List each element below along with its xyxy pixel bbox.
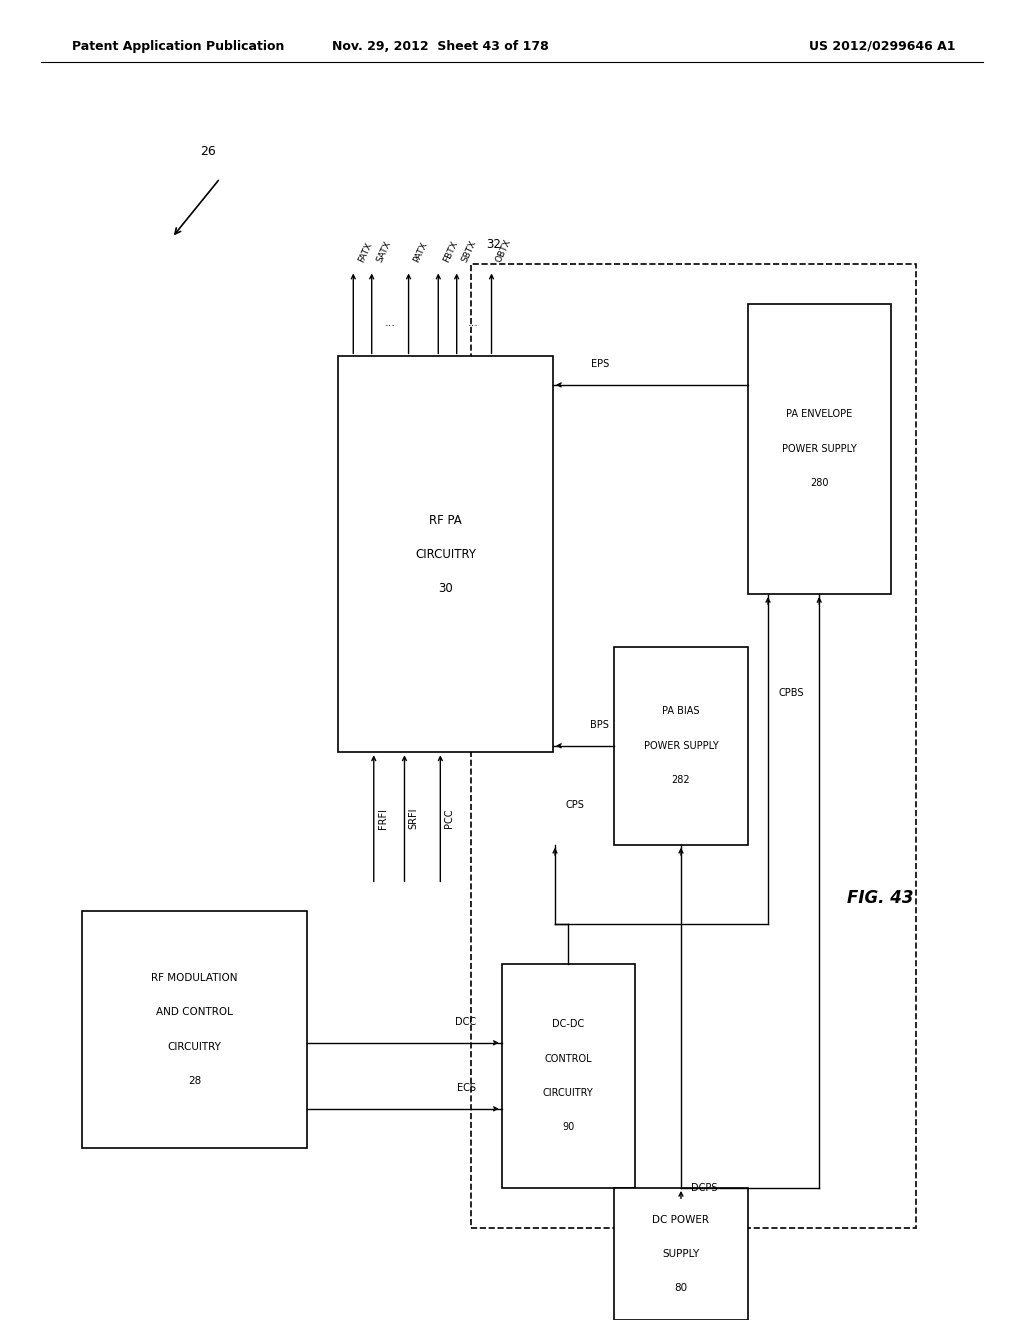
Bar (748, 304, 891, 594)
Text: 280: 280 (810, 478, 828, 488)
Text: CONTROL: CONTROL (545, 1053, 592, 1064)
Text: FBTX: FBTX (441, 239, 459, 264)
Text: CIRCUITRY: CIRCUITRY (543, 1088, 594, 1098)
Text: POWER SUPPLY: POWER SUPPLY (782, 444, 856, 454)
Text: 28: 28 (188, 1076, 201, 1086)
Text: PATX: PATX (412, 240, 429, 264)
Text: AND CONTROL: AND CONTROL (156, 1007, 233, 1018)
Text: CPBS: CPBS (778, 688, 804, 698)
Text: Patent Application Publication: Patent Application Publication (72, 40, 284, 53)
Text: SBTX: SBTX (460, 239, 478, 264)
Text: PA ENVELOPE: PA ENVELOPE (786, 409, 852, 420)
Text: Nov. 29, 2012  Sheet 43 of 178: Nov. 29, 2012 Sheet 43 of 178 (332, 40, 549, 53)
Text: 32: 32 (486, 238, 502, 251)
Text: 26: 26 (200, 145, 215, 158)
Text: 90: 90 (562, 1122, 574, 1133)
Text: EPS: EPS (591, 359, 609, 370)
Text: 80: 80 (675, 1283, 687, 1294)
Text: SUPPLY: SUPPLY (663, 1249, 699, 1259)
Bar (82, 911, 307, 1148)
Bar (502, 964, 635, 1188)
Text: OBTX: OBTX (495, 238, 513, 264)
Text: FIG. 43: FIG. 43 (848, 888, 913, 907)
Bar (471, 264, 916, 1228)
Bar (614, 647, 748, 845)
Bar (338, 356, 553, 752)
Text: BPS: BPS (591, 719, 609, 730)
Text: PA BIAS: PA BIAS (663, 706, 699, 717)
Text: ...: ... (385, 318, 395, 329)
Text: CIRCUITRY: CIRCUITRY (415, 548, 476, 561)
Text: PCC: PCC (444, 809, 455, 828)
Text: SRFI: SRFI (409, 808, 419, 829)
Text: CIRCUITRY: CIRCUITRY (168, 1041, 221, 1052)
Text: SATX: SATX (375, 239, 392, 264)
Text: RF PA: RF PA (429, 513, 462, 527)
Text: ...: ... (468, 318, 478, 329)
Bar (614, 1188, 748, 1320)
Text: CPS: CPS (565, 800, 584, 810)
Text: DCC: DCC (455, 1016, 476, 1027)
Text: 282: 282 (672, 775, 690, 785)
Text: FATX: FATX (356, 242, 374, 264)
Text: US 2012/0299646 A1: US 2012/0299646 A1 (809, 40, 955, 53)
Text: DC-DC: DC-DC (552, 1019, 585, 1030)
Text: 30: 30 (438, 582, 453, 595)
Text: RF MODULATION: RF MODULATION (152, 973, 238, 983)
Text: FRFI: FRFI (378, 808, 388, 829)
Text: POWER SUPPLY: POWER SUPPLY (644, 741, 718, 751)
Text: DCPS: DCPS (691, 1183, 718, 1193)
Text: ECS: ECS (457, 1082, 476, 1093)
Text: DC POWER: DC POWER (652, 1214, 710, 1225)
